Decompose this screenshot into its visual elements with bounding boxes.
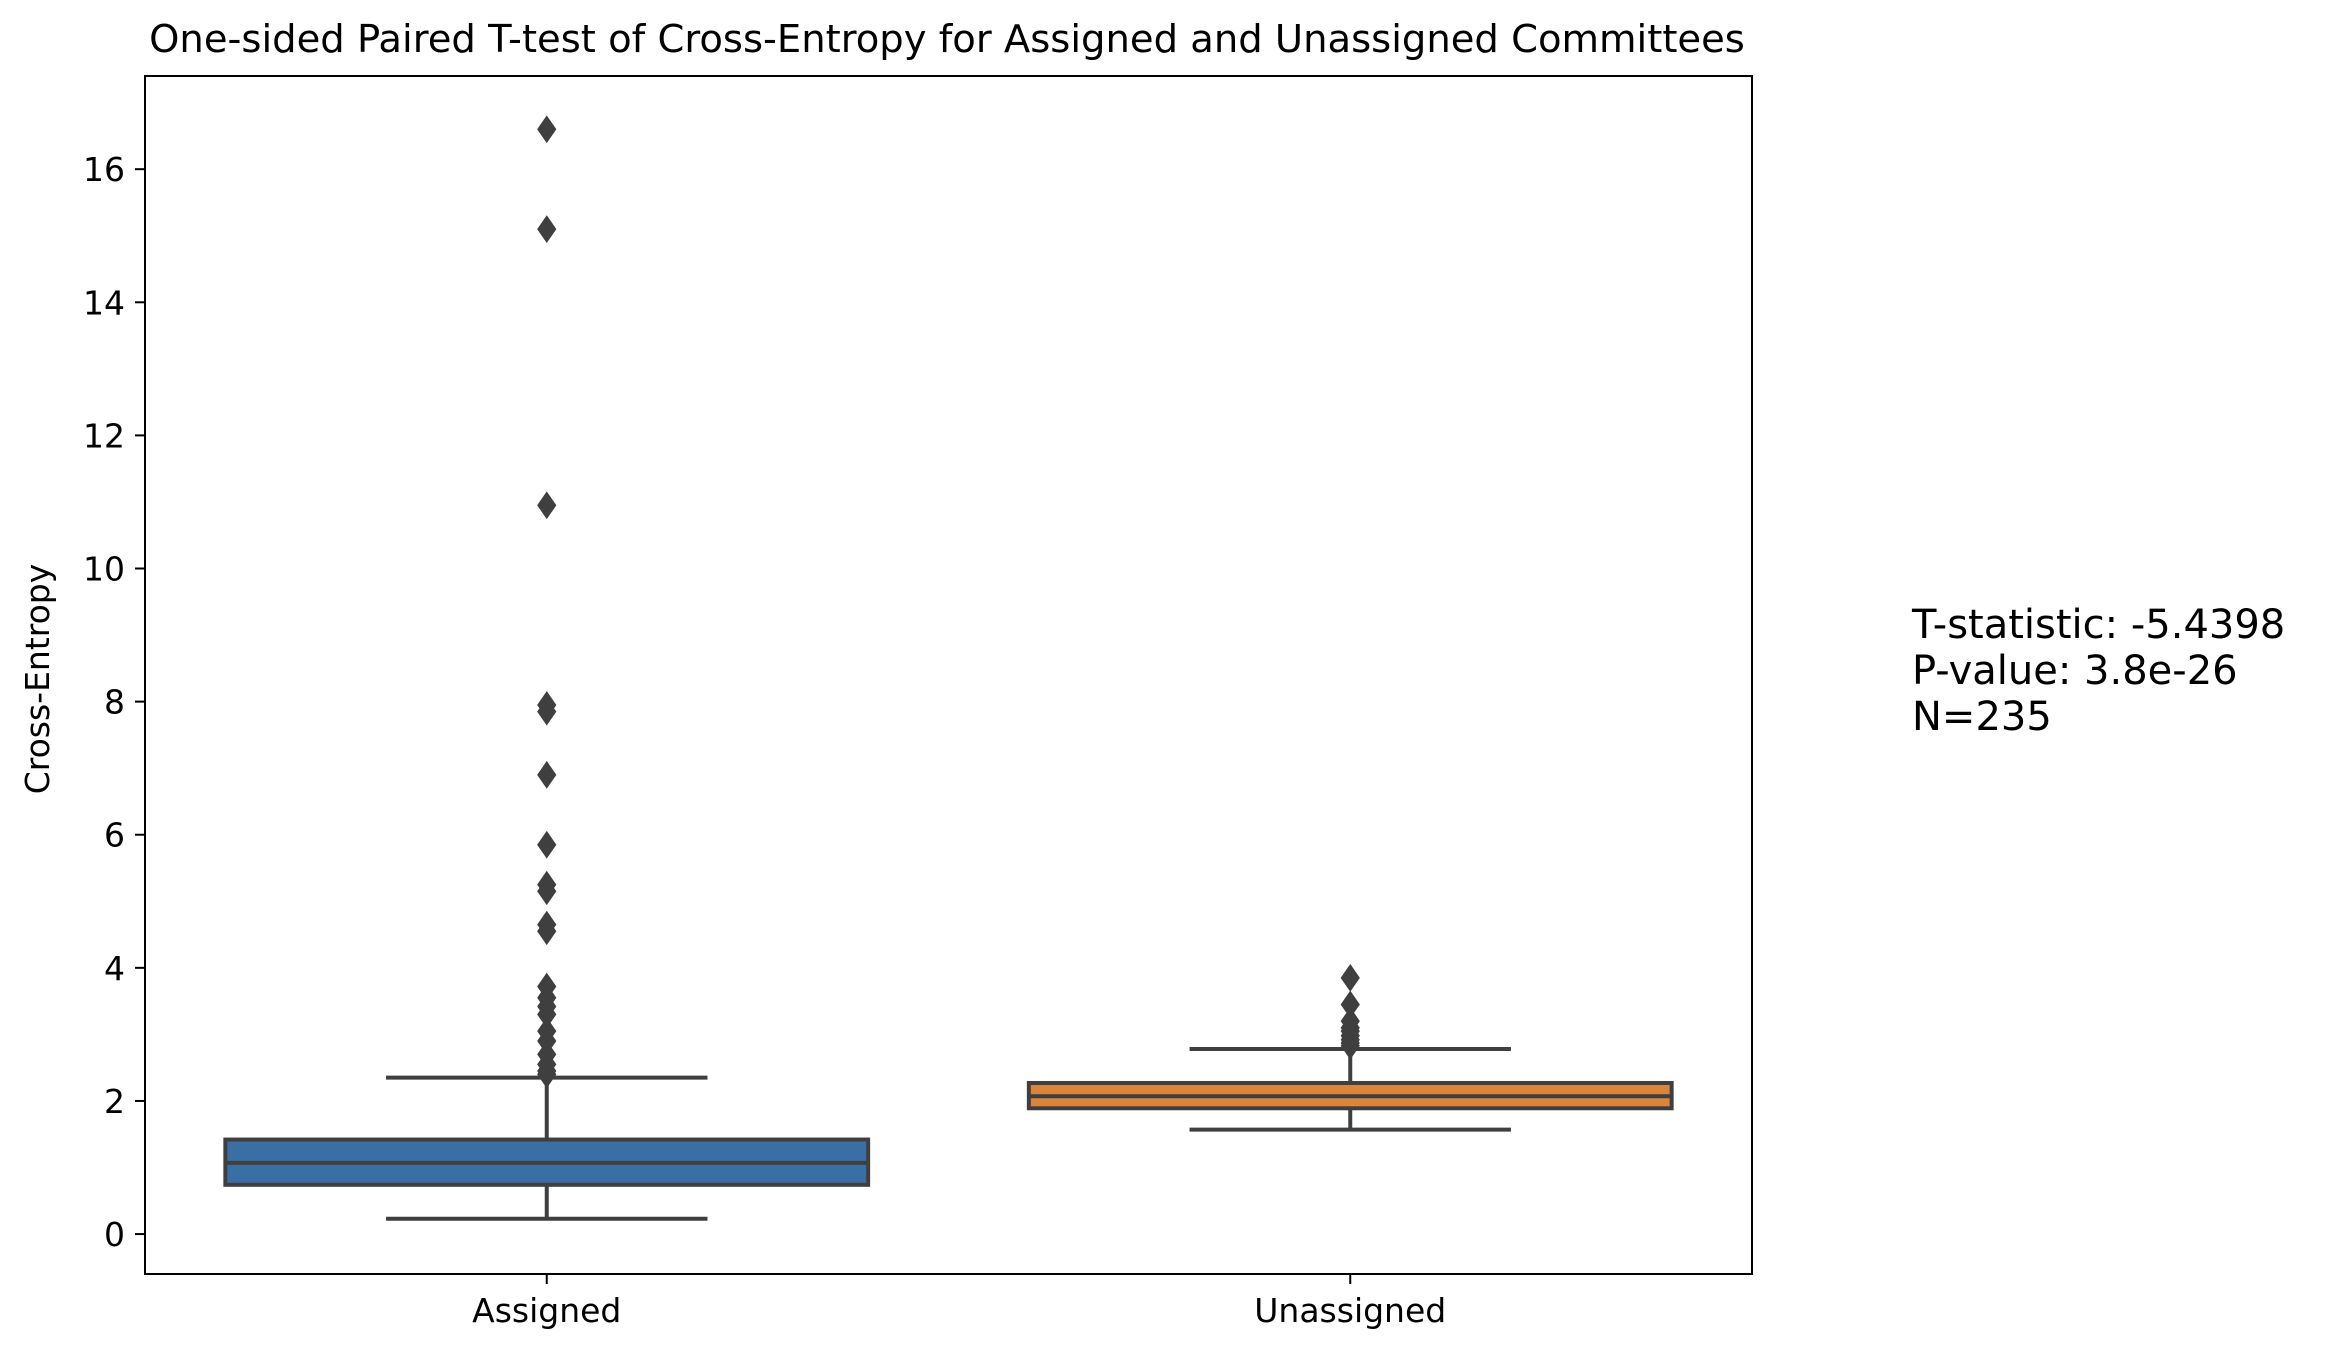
outlier-point — [537, 760, 557, 789]
chart-title: One-sided Paired T-test of Cross-Entropy… — [149, 17, 1745, 62]
y-tick-label: 8 — [104, 683, 125, 722]
outlier-point — [1340, 1031, 1360, 1060]
outlier-point — [537, 215, 557, 243]
y-tick-label: 0 — [104, 1215, 125, 1254]
sample-size-text: N=235 — [1912, 694, 2052, 740]
outlier-point — [537, 1060, 557, 1089]
y-tick-label: 14 — [83, 283, 125, 322]
box-plots — [223, 115, 1674, 1221]
x-tick-label: Unassigned — [1254, 1291, 1446, 1330]
t-statistic-text: T-statistic: -5.4398 — [1911, 602, 2285, 648]
outlier-point — [537, 830, 557, 859]
y-tick-label: 4 — [104, 949, 125, 988]
y-tick-label: 12 — [83, 416, 125, 455]
y-tick-label: 6 — [104, 816, 125, 855]
outlier-point — [537, 491, 557, 520]
y-tick-label: 10 — [83, 550, 125, 589]
outlier-point — [537, 697, 557, 726]
p-value-text: P-value: 3.8e-26 — [1912, 648, 2238, 694]
y-axis-label: Cross-Entropy — [18, 564, 57, 795]
y-axis: 0 2 4 6 8 10 12 14 16 — [83, 150, 145, 1254]
y-tick-label: 16 — [83, 150, 125, 189]
plot-area-frame — [144, 75, 1753, 1275]
box-group-assigned — [223, 115, 871, 1221]
outlier-point — [537, 115, 557, 144]
outlier-point — [537, 917, 557, 946]
box-group-unassigned — [1026, 963, 1674, 1132]
outlier-point — [537, 877, 557, 906]
stats-annotation: T-statistic: -5.4398 P-value: 3.8e-26 N=… — [1911, 602, 2285, 740]
x-axis: Assigned Unassigned — [472, 1274, 1446, 1330]
outlier-point — [1340, 963, 1360, 992]
y-tick-label: 2 — [104, 1082, 125, 1121]
x-tick-label: Assigned — [472, 1291, 621, 1330]
